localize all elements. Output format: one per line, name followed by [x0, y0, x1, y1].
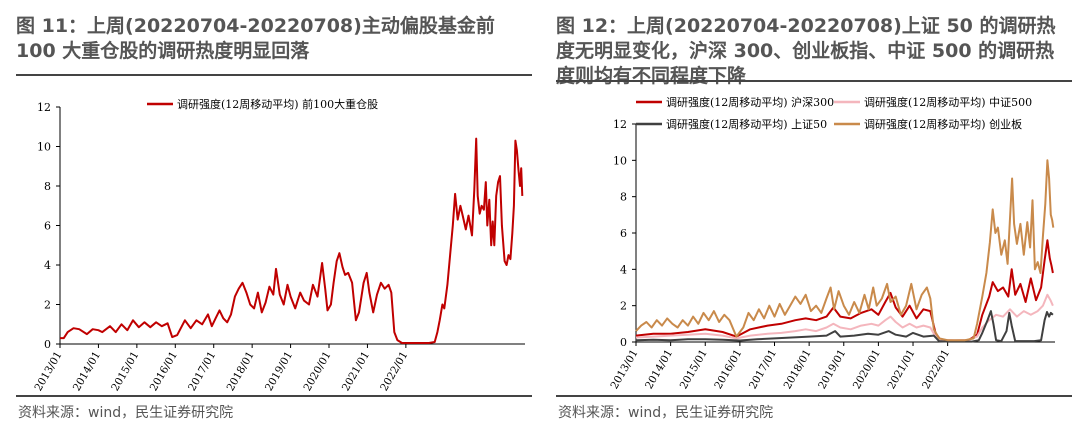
chart-panel-left: 图 11：上周(20220704-20220708)主动偏股基金前 100 大重… [16, 15, 532, 421]
legend-label: 调研强度(12周移动平均) 沪深300 [666, 95, 834, 109]
series-line [635, 239, 1054, 342]
x-tick-label: 2019/01 [816, 348, 848, 392]
x-tick-label: 2013/01 [32, 350, 64, 394]
x-tick-label: 2020/01 [851, 348, 883, 392]
source-divider [16, 395, 532, 397]
x-tick-label: 2017/01 [186, 350, 218, 394]
x-tick-label: 2022/01 [920, 348, 952, 392]
series-line [635, 293, 1054, 342]
legend-label: 调研强度(12周移动平均) 前100大重仓股 [177, 97, 378, 111]
y-tick-label: 10 [613, 154, 627, 167]
x-tick-label: 2020/01 [301, 350, 333, 394]
series-line [635, 159, 1055, 342]
x-tick-label: 2016/01 [712, 348, 744, 392]
legend-label: 调研强度(12周移动平均) 创业板 [864, 117, 1022, 131]
x-tick-label: 2017/01 [747, 348, 779, 392]
chart-source: 资料来源：wind，民生证券研究院 [558, 405, 774, 421]
y-tick-label: 8 [44, 180, 51, 193]
y-tick-label: 4 [620, 263, 627, 276]
chart-panel-right: 图 12：上周(20220704-20220708)上证 50 的调研热度无明显… [540, 0, 1080, 428]
y-tick-label: 12 [613, 118, 627, 131]
x-tick-label: 2018/01 [225, 350, 257, 394]
x-tick-label: 2018/01 [782, 348, 814, 392]
x-tick-label: 2015/01 [109, 350, 141, 394]
x-tick-label: 2016/01 [148, 350, 180, 394]
x-tick-label: 2013/01 [608, 348, 640, 392]
title-divider [16, 74, 532, 76]
x-tick-label: 2021/01 [340, 350, 372, 394]
source-divider [556, 395, 1072, 397]
chart-title: 图 11：上周(20220704-20220708)主动偏股基金前 100 大重… [16, 15, 495, 62]
legend-label: 调研强度(12周移动平均) 中证500 [864, 95, 1032, 109]
y-tick-label: 8 [620, 191, 627, 204]
x-tick-label: 2022/01 [378, 350, 410, 394]
title-divider [556, 80, 1072, 82]
x-tick-label: 2014/01 [643, 348, 675, 392]
series-line [60, 137, 524, 344]
y-tick-label: 10 [37, 141, 51, 154]
y-tick-label: 0 [44, 338, 51, 351]
y-tick-label: 4 [44, 259, 51, 272]
y-tick-label: 12 [37, 101, 51, 114]
x-tick-label: 2019/01 [263, 350, 295, 394]
y-tick-label: 6 [44, 220, 51, 233]
y-tick-label: 0 [620, 336, 627, 349]
legend-label: 调研强度(12周移动平均) 上证50 [666, 117, 827, 131]
series-line [635, 310, 1054, 343]
y-tick-label: 2 [620, 300, 627, 313]
y-tick-label: 6 [620, 227, 627, 240]
y-tick-label: 2 [44, 299, 51, 312]
x-tick-label: 2014/01 [71, 350, 103, 394]
x-tick-label: 2021/01 [885, 348, 917, 392]
chart-source: 资料来源：wind，民生证券研究院 [18, 405, 234, 421]
x-tick-label: 2015/01 [678, 348, 710, 392]
